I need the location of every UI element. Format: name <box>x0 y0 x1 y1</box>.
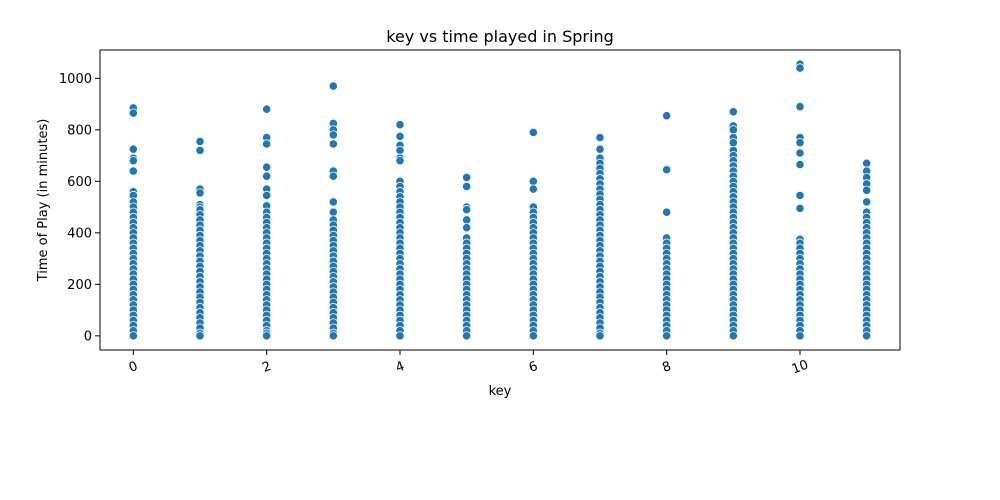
data-point <box>662 165 672 175</box>
points-layer <box>128 59 872 341</box>
data-point <box>862 331 872 341</box>
data-point <box>795 203 805 213</box>
data-point <box>195 331 205 341</box>
x-tick-label: 2 <box>260 359 273 376</box>
data-point <box>462 205 472 215</box>
data-point <box>262 162 272 172</box>
data-point <box>262 171 272 181</box>
data-point <box>528 184 538 194</box>
data-point <box>595 132 605 143</box>
y-axis-label: Time of Play (in minutes) <box>36 119 51 283</box>
data-point <box>128 108 138 118</box>
y-axis: 0 200 400 600 800 1000 <box>59 72 100 344</box>
data-point <box>195 136 205 147</box>
data-point <box>728 138 738 148</box>
data-point <box>862 197 872 207</box>
data-point <box>262 139 272 149</box>
data-point <box>662 207 672 217</box>
data-point <box>128 166 138 176</box>
data-point <box>662 111 672 121</box>
y-tick-label: 400 <box>67 226 92 241</box>
data-point <box>262 190 272 201</box>
x-tick-label: 0 <box>127 359 140 376</box>
data-point <box>395 331 405 341</box>
data-point <box>262 104 272 114</box>
data-point <box>328 171 338 181</box>
data-point <box>462 181 472 192</box>
data-point <box>795 138 805 148</box>
data-point <box>462 172 472 183</box>
data-point <box>795 148 805 158</box>
x-tick-label: 10 <box>790 358 811 378</box>
data-point <box>195 188 205 198</box>
data-point <box>728 107 738 117</box>
data-point <box>328 331 338 341</box>
x-tick-label: 4 <box>394 359 407 376</box>
data-point <box>728 331 738 341</box>
data-point <box>528 176 538 186</box>
data-point <box>395 120 405 130</box>
data-point <box>862 185 872 195</box>
data-point <box>795 63 805 73</box>
y-tick-label: 0 <box>84 329 92 344</box>
data-point <box>595 144 605 154</box>
data-point <box>662 331 672 341</box>
data-point <box>328 130 338 140</box>
data-point <box>795 331 805 341</box>
data-point <box>528 127 538 137</box>
data-point <box>195 145 205 156</box>
x-axis-label: key <box>489 384 512 399</box>
data-point <box>595 331 605 341</box>
x-tick-label: 8 <box>660 359 673 376</box>
x-axis: 0 2 4 6 8 10 <box>127 350 811 378</box>
data-point <box>128 156 138 166</box>
data-point <box>128 144 138 154</box>
data-point <box>462 223 472 233</box>
data-point <box>862 158 872 168</box>
plot-frame <box>99 49 901 351</box>
y-tick-label: 1000 <box>59 72 92 87</box>
data-point <box>795 159 805 170</box>
data-point <box>328 81 338 91</box>
data-point <box>128 331 138 341</box>
data-point <box>795 102 805 112</box>
data-point <box>328 197 338 207</box>
chart-title: key vs time played in Spring <box>386 27 613 46</box>
data-point <box>728 125 738 135</box>
data-point <box>328 139 338 149</box>
y-tick-label: 200 <box>67 278 92 293</box>
data-point <box>795 190 805 201</box>
y-tick-label: 600 <box>67 175 92 190</box>
data-point <box>462 331 472 341</box>
data-point <box>395 156 405 166</box>
data-point <box>528 331 538 341</box>
data-point <box>328 207 338 217</box>
x-tick-label: 6 <box>527 359 540 376</box>
y-tick-label: 800 <box>67 123 92 138</box>
data-point <box>395 131 405 141</box>
data-point <box>262 331 272 341</box>
data-point <box>462 215 472 225</box>
data-point <box>395 145 405 156</box>
